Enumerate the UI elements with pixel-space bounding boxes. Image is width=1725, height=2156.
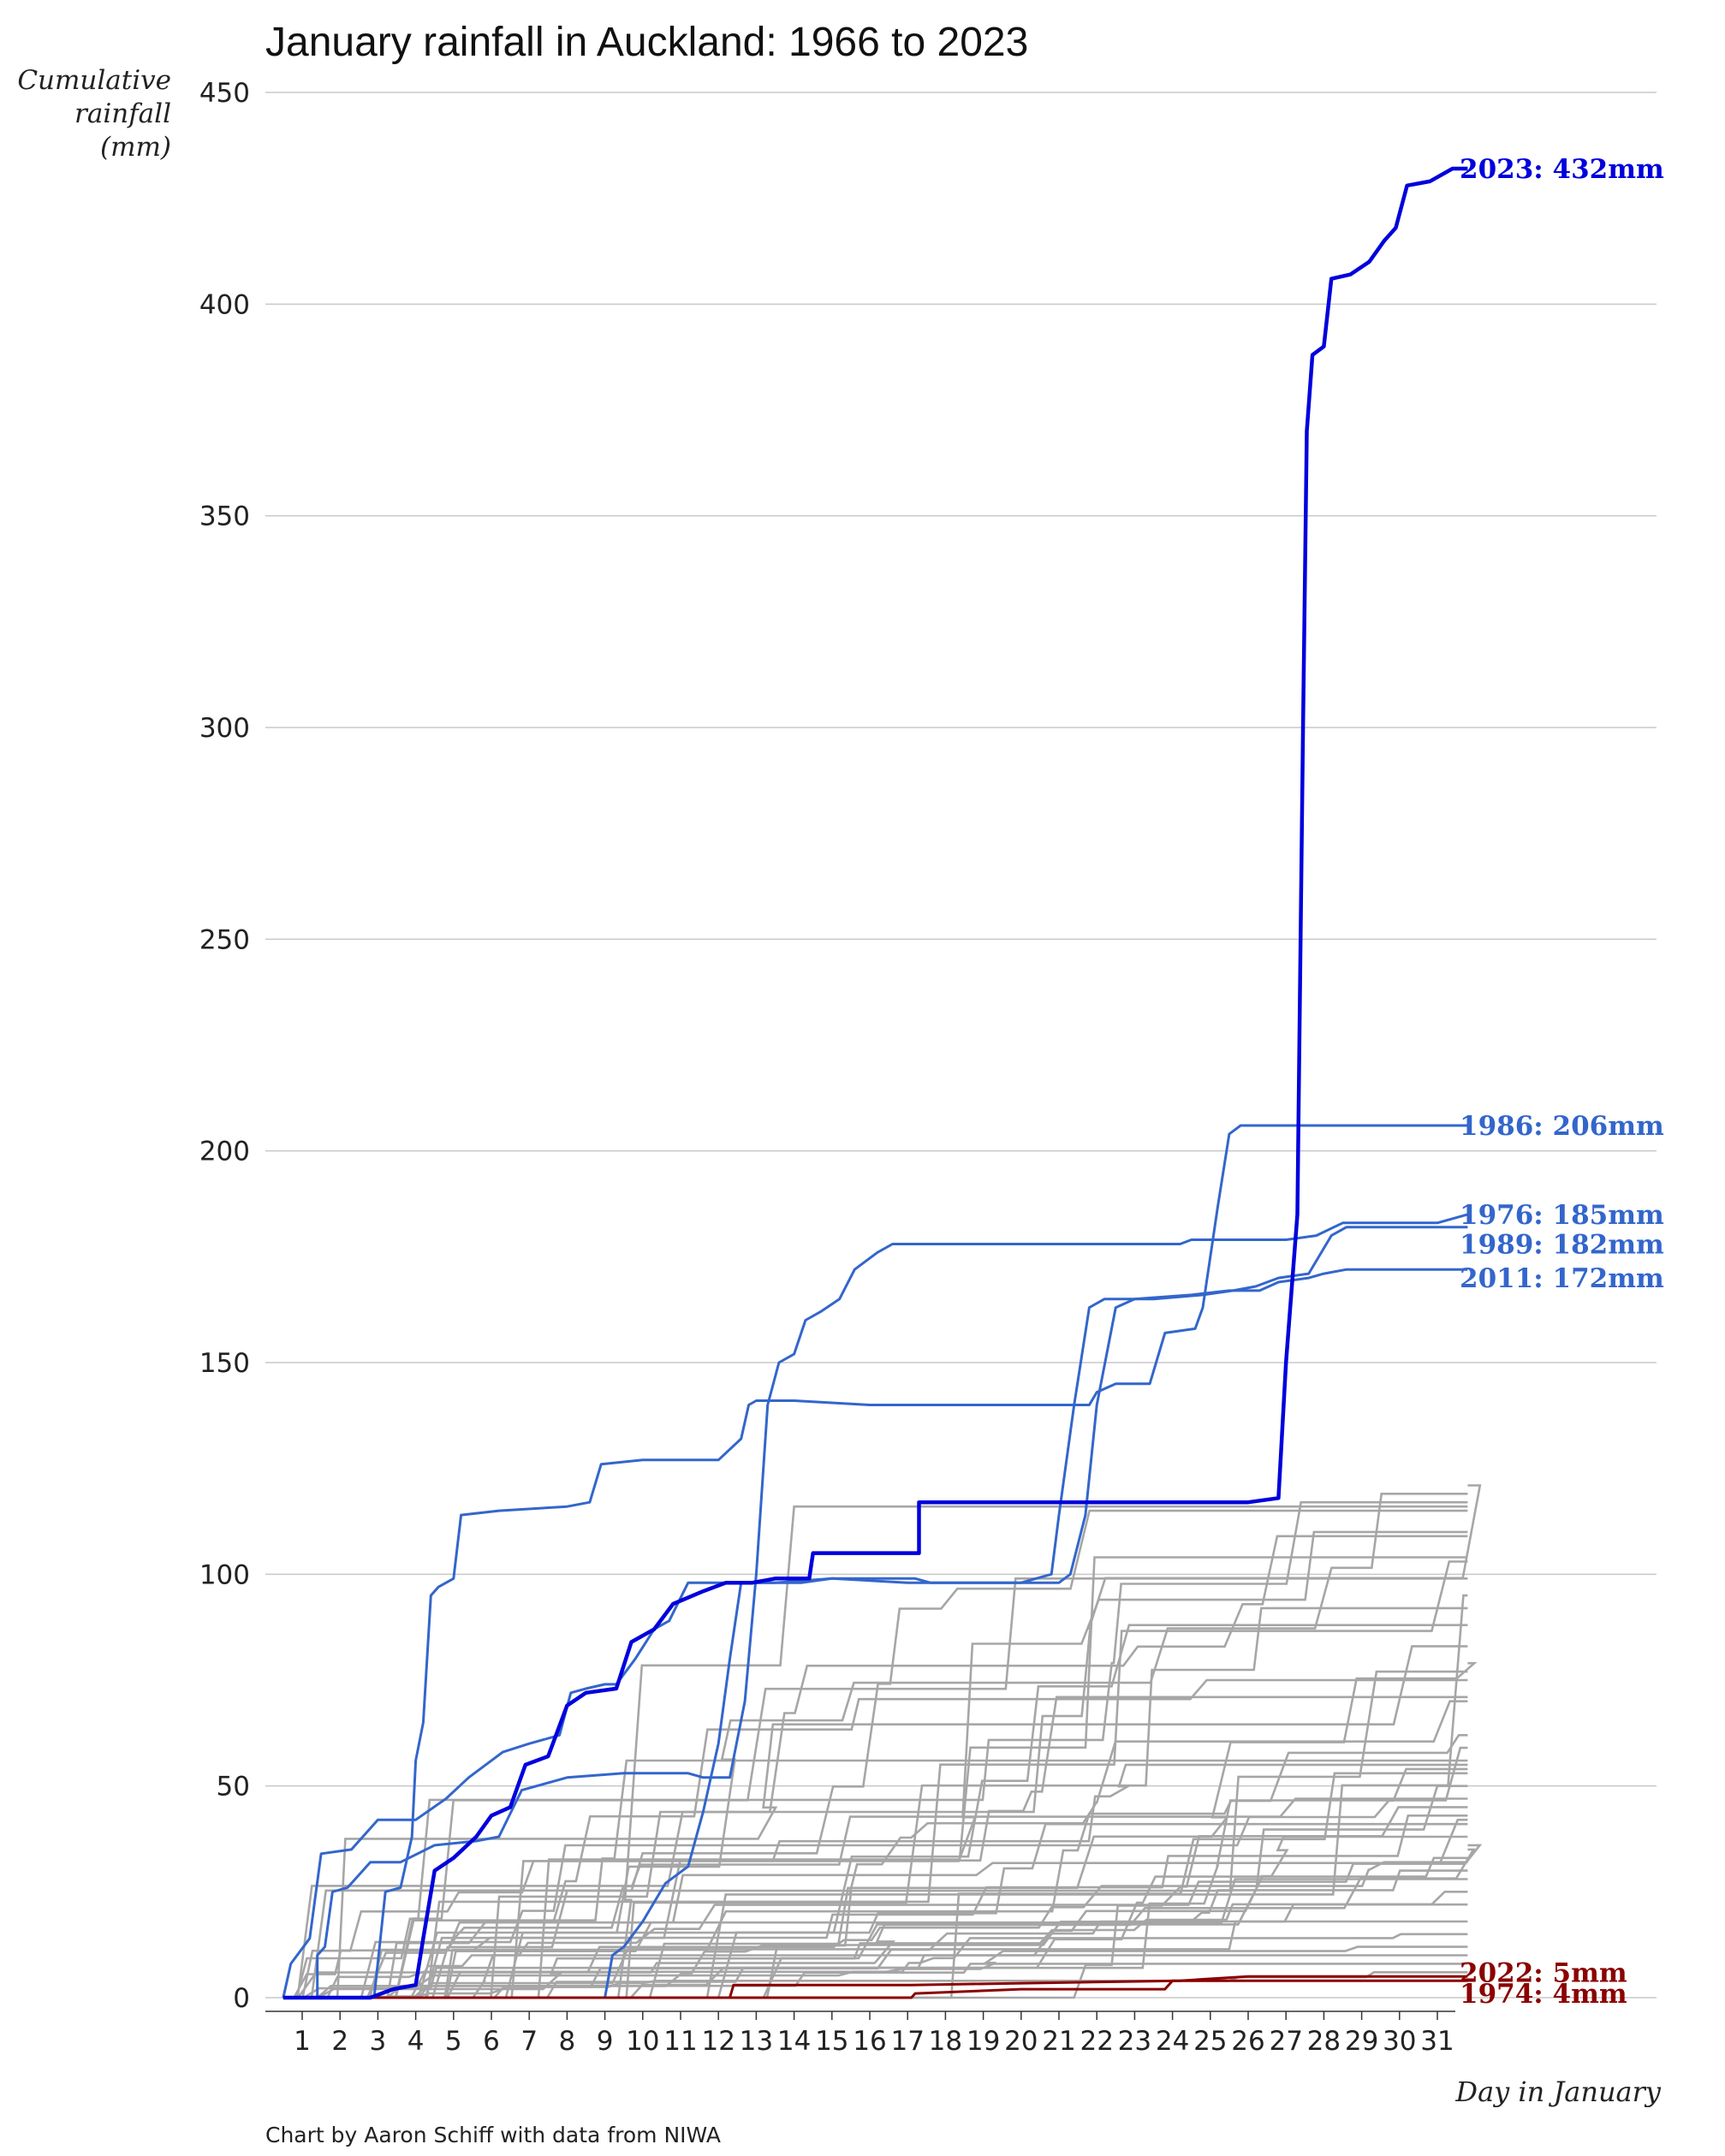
series-line-1974 (283, 1979, 1468, 1999)
x-tick-5: 5 (445, 2026, 462, 2057)
background-series-line (283, 1696, 1468, 1999)
chart-title: January rainfall in Auckland: 1966 to 20… (265, 20, 1029, 65)
background-series-line (283, 1734, 1468, 1999)
background-series-line (283, 1767, 1468, 1999)
y-tick-50: 50 (217, 1772, 250, 1803)
x-tick-19: 19 (967, 2026, 1000, 2057)
background-series (283, 1484, 1483, 1999)
x-tick-28: 28 (1307, 2026, 1341, 2057)
x-tick-14: 14 (777, 2026, 811, 2057)
series-line-2023 (283, 166, 1468, 2000)
x-axis-label: Day in January (1455, 2076, 1661, 2108)
y-tick-450: 450 (199, 78, 250, 109)
x-tick-22: 22 (1080, 2026, 1113, 2057)
series-label-1989: 1989: 182mm (1460, 1229, 1664, 1260)
series-line-1986 (283, 1124, 1468, 1999)
x-tick-11: 11 (663, 2026, 697, 2057)
series-label-1986: 1986: 206mm (1460, 1111, 1664, 1142)
x-tick-4: 4 (407, 2026, 425, 2057)
background-series-line (283, 1509, 1468, 1999)
x-tick-15: 15 (815, 2026, 848, 2057)
y-tick-0: 0 (233, 1983, 250, 2014)
background-series-line (283, 1844, 1483, 1999)
background-series-line (283, 1818, 1468, 1999)
x-tick-12: 12 (701, 2026, 735, 2057)
y-tick-labels: 0 50 100 150 200 250 300 350 400 450 (199, 78, 250, 2014)
background-series-line (283, 1797, 1468, 1999)
series-label-1974: 1974: 4mm (1460, 1979, 1627, 2010)
y-tick-350: 350 (199, 502, 250, 532)
background-series-line (283, 1933, 1468, 1999)
series-label-2022: 2022: 5mm (1460, 1957, 1627, 1988)
x-tick-1: 1 (294, 2026, 311, 2057)
source-note: Chart by Aaron Schiff with data from NIW… (265, 2123, 721, 2147)
x-tick-25: 25 (1193, 2026, 1227, 2057)
background-series-line (283, 1577, 1468, 1999)
series-label-2011: 2011: 172mm (1460, 1263, 1664, 1294)
series-line-1976 (283, 1213, 1468, 1999)
series-line-2022 (283, 1975, 1468, 1999)
x-tick-27: 27 (1269, 2026, 1302, 2057)
series-label-1976: 1976: 185mm (1460, 1200, 1664, 1231)
x-tick-labels: 1 2 3 4 5 6 7 8 9 10 11 12 13 14 15 16 17 18 19 20 21 22 23 24 2… (265, 2010, 1455, 2057)
x-tick-17: 17 (890, 2026, 924, 2057)
y-axis-label: Cumulative rainfall (mm) (0, 64, 171, 164)
background-series-line (283, 1746, 1468, 1999)
x-tick-21: 21 (1042, 2026, 1075, 2057)
highlighted-series (282, 166, 1468, 2000)
x-tick-13: 13 (740, 2026, 773, 2057)
x-tick-8: 8 (559, 2026, 576, 2057)
y-tick-100: 100 (199, 1559, 250, 1590)
x-tick-18: 18 (929, 2026, 962, 2057)
y-axis-label-text: Cumulative rainfall (mm) (17, 65, 171, 163)
x-tick-16: 16 (853, 2026, 886, 2057)
background-series-line (283, 1822, 1468, 1999)
y-tick-150: 150 (199, 1348, 250, 1379)
background-series-line (283, 1661, 1478, 1999)
series-label-2023: 2023: 432mm (1460, 154, 1664, 185)
background-series-line (283, 1806, 1468, 1999)
x-tick-10: 10 (626, 2026, 659, 2057)
x-tick-7: 7 (520, 2026, 538, 2057)
x-tick-9: 9 (597, 2026, 614, 2057)
x-tick-20: 20 (1004, 2026, 1038, 2057)
x-tick-2: 2 (331, 2026, 348, 2057)
background-series-line (283, 1645, 1468, 1999)
x-tick-26: 26 (1231, 2026, 1264, 2057)
x-tick-6: 6 (483, 2026, 500, 2057)
x-tick-30: 30 (1383, 2026, 1416, 2057)
background-series-line (283, 1530, 1468, 1999)
y-tick-400: 400 (199, 289, 250, 320)
x-tick-31: 31 (1420, 2026, 1454, 2057)
y-tick-250: 250 (199, 924, 250, 955)
background-series-line (283, 1759, 1468, 1999)
x-tick-29: 29 (1345, 2026, 1378, 2057)
background-series-line (283, 1891, 1468, 1999)
y-tick-300: 300 (199, 713, 250, 744)
gridlines (265, 92, 1657, 1999)
series-line-2011 (283, 1268, 1468, 1999)
x-tick-23: 23 (1118, 2026, 1151, 2057)
x-tick-3: 3 (370, 2026, 387, 2057)
x-tick-24: 24 (1156, 2026, 1189, 2057)
y-tick-200: 200 (199, 1137, 250, 1167)
